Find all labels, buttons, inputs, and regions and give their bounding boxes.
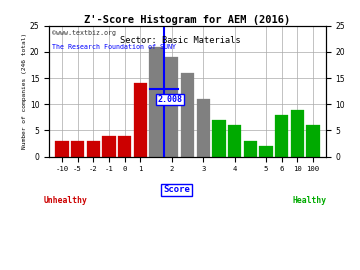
Bar xyxy=(291,110,304,157)
Bar xyxy=(228,125,241,157)
Bar xyxy=(197,99,210,157)
Bar xyxy=(275,115,288,157)
Bar xyxy=(102,136,116,157)
Bar xyxy=(87,141,100,157)
Y-axis label: Number of companies (246 total): Number of companies (246 total) xyxy=(22,33,27,149)
Bar xyxy=(259,146,273,157)
Text: The Research Foundation of SUNY: The Research Foundation of SUNY xyxy=(52,44,176,50)
Text: Unhealthy: Unhealthy xyxy=(44,196,88,205)
Bar xyxy=(212,120,226,157)
Text: Sector: Basic Materials: Sector: Basic Materials xyxy=(120,36,240,45)
Bar xyxy=(134,83,147,157)
Bar xyxy=(149,47,163,157)
Bar xyxy=(71,141,84,157)
Bar xyxy=(118,136,131,157)
Bar xyxy=(306,125,320,157)
Bar xyxy=(55,141,68,157)
Text: Healthy: Healthy xyxy=(292,196,326,205)
Text: 2.008: 2.008 xyxy=(158,95,183,104)
Text: ©www.textbiz.org: ©www.textbiz.org xyxy=(52,30,116,36)
Bar xyxy=(165,57,179,157)
Text: Score: Score xyxy=(163,185,190,194)
Bar xyxy=(181,73,194,157)
Bar xyxy=(244,141,257,157)
Title: Z'-Score Histogram for AEM (2016): Z'-Score Histogram for AEM (2016) xyxy=(84,15,291,25)
